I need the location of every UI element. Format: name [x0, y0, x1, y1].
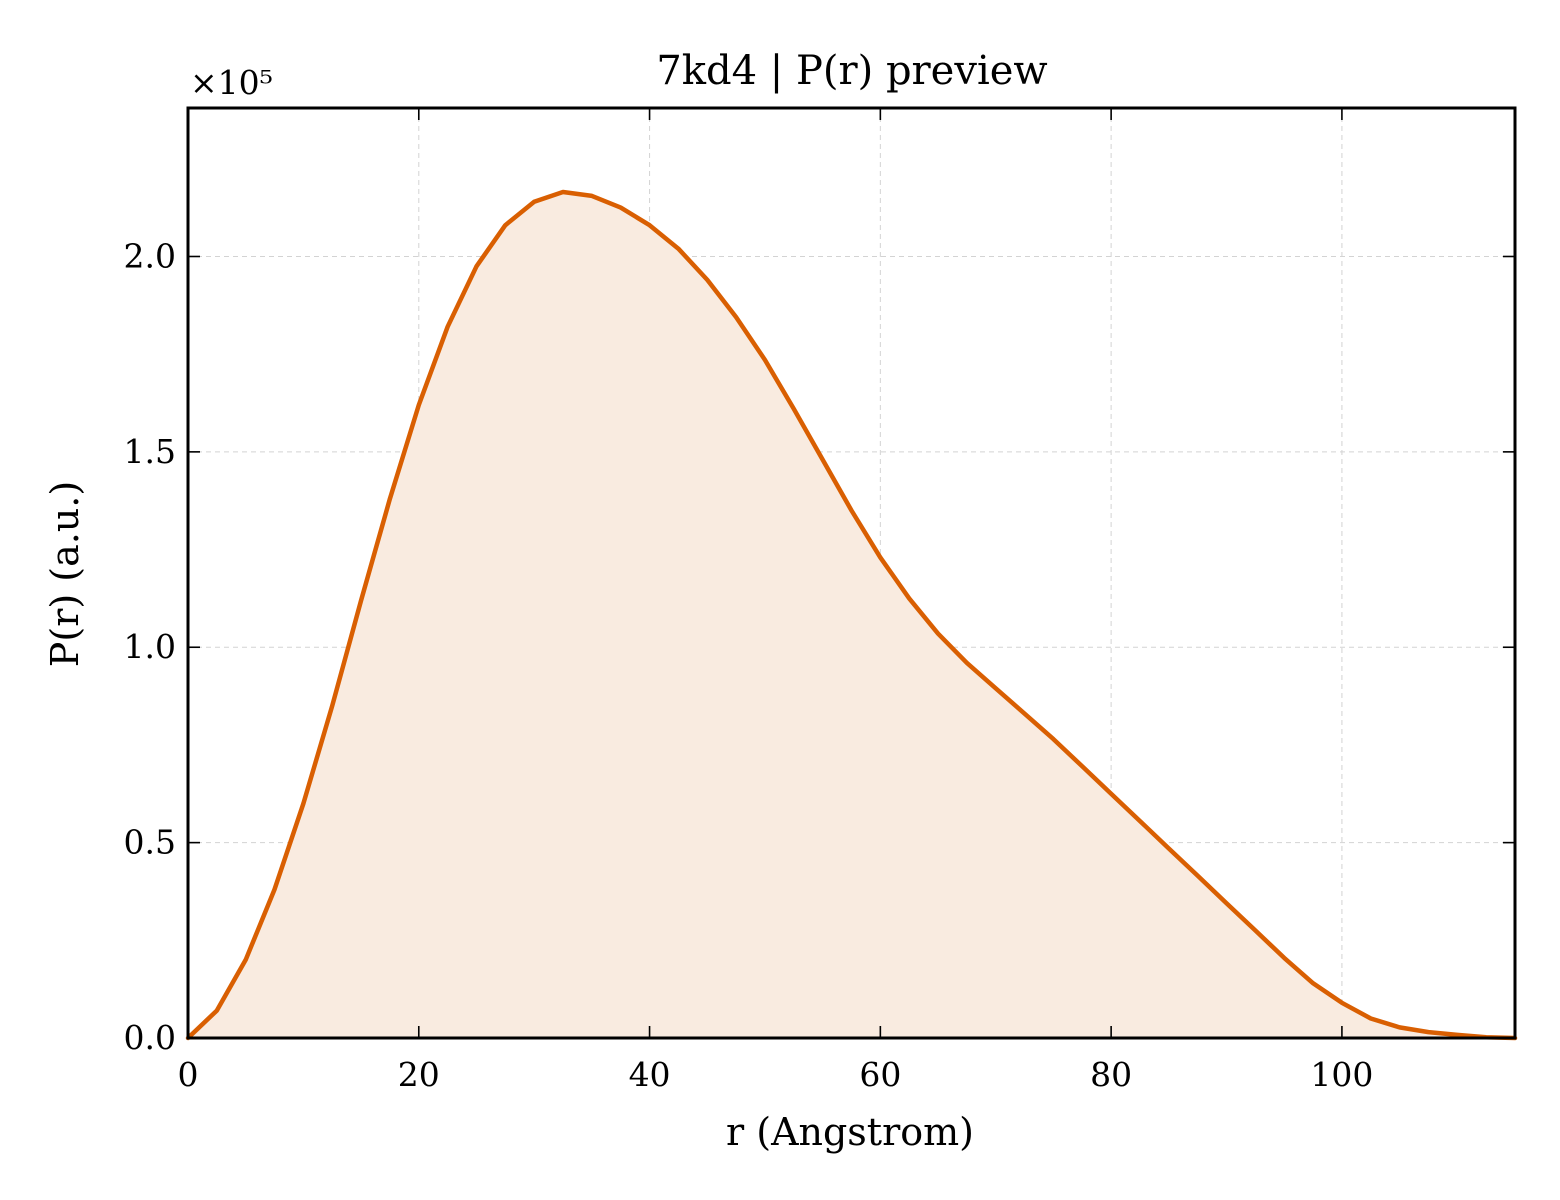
pr-area-fill [188, 192, 1515, 1038]
y-tick-label: 1.5 [124, 432, 176, 471]
y-tick-label: 0.0 [124, 1018, 176, 1057]
plot-frame [186, 106, 1517, 1040]
chart-title: 7kd4 | P(r) preview [656, 48, 1047, 94]
y-axis-label: P(r) (a.u.) [43, 481, 87, 667]
x-tick-label: 100 [1310, 1055, 1373, 1094]
x-tick-label: 0 [178, 1055, 199, 1094]
y-multiplier-label: ×10⁵ [190, 63, 273, 102]
x-tick-label: 20 [398, 1055, 440, 1094]
x-axis-label: r (Angstrom) [726, 1110, 974, 1154]
pr-line [185, 189, 1518, 1041]
x-tick-labels: 0 20 40 60 80 100 [178, 1055, 1374, 1094]
y-tick-label: 2.0 [124, 236, 176, 275]
x-tick-label: 60 [859, 1055, 901, 1094]
y-tick-label: 1.0 [124, 627, 176, 666]
x-tick-label: 40 [629, 1055, 671, 1094]
x-tick-label: 80 [1090, 1055, 1132, 1094]
y-tick-labels: 0.0 0.5 1.0 1.5 2.0 [124, 236, 176, 1057]
y-tick-label: 0.5 [124, 823, 176, 862]
